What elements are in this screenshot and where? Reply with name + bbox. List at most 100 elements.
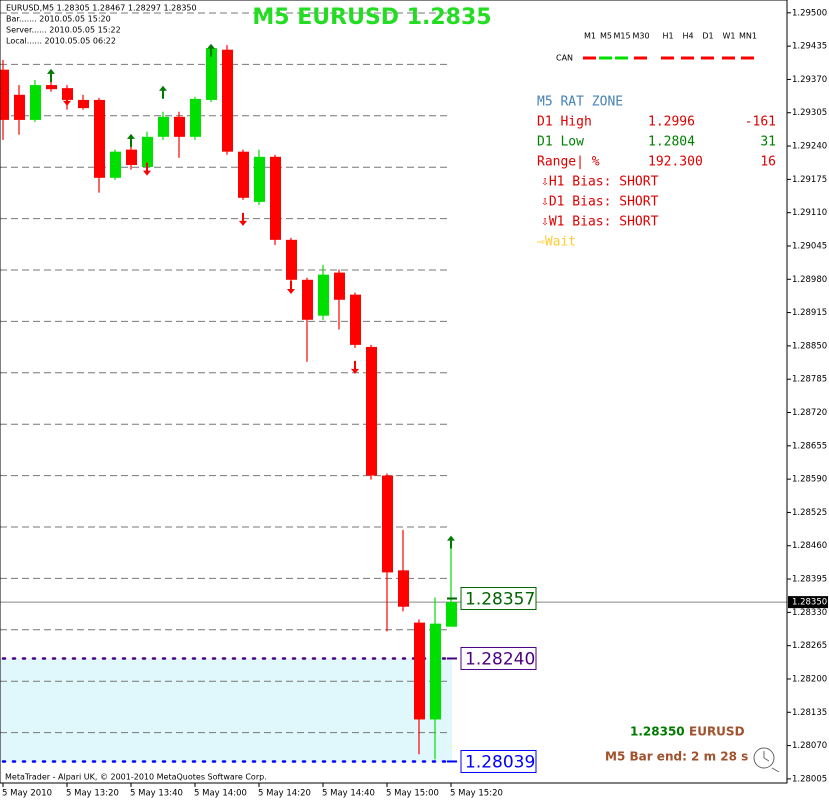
zone	[0, 658, 452, 762]
tf-label: M30	[632, 32, 649, 41]
y-tick-label: 1.28915	[792, 308, 827, 318]
candle-body	[318, 274, 329, 316]
tf-label: W1	[723, 32, 736, 41]
y-tick-label: 1.28590	[792, 475, 827, 485]
y-tick-label: 1.28980	[792, 275, 827, 285]
level-label: 1.28357	[465, 590, 535, 610]
candle-body	[142, 136, 153, 168]
x-tick-label: 5 May 14:20	[258, 789, 311, 799]
panel-row-label: Range| %	[537, 155, 600, 170]
candle-body	[238, 151, 249, 198]
candle-body	[190, 98, 201, 137]
tf-dash	[661, 56, 674, 60]
candle-body	[334, 272, 345, 300]
candle-body	[110, 151, 121, 178]
panel-row-change: 31	[760, 135, 776, 150]
plot-area	[0, 12, 787, 763]
x-tick-label: 5 May 15:20	[450, 789, 503, 799]
level-label: 1.28039	[465, 752, 535, 772]
panel-bias: ⇩D1 Bias: SHORT	[541, 195, 659, 210]
candle-body	[126, 149, 137, 166]
candle-body	[350, 294, 361, 345]
down-arrow	[351, 360, 359, 374]
plot-border	[0, 0, 788, 784]
down-arrow	[239, 212, 247, 226]
panel-bias: ⇩H1 Bias: SHORT	[541, 175, 659, 190]
candle-body	[302, 279, 313, 320]
panel-title: M5 RAT ZONE	[537, 95, 623, 110]
panel-bias: ⇩W1 Bias: SHORT	[541, 215, 659, 230]
candle-body	[222, 49, 233, 152]
tf-label: M1	[584, 32, 596, 41]
level-box	[460, 646, 537, 670]
y-tick-label: 1.28005	[792, 774, 827, 784]
candle-body	[46, 85, 57, 90]
y-tick-label: 1.29110	[792, 208, 827, 218]
current-price-label: 1.28350	[792, 598, 827, 608]
down-arrow	[287, 280, 295, 294]
y-tick-label: 1.29370	[792, 75, 827, 85]
x-tick-label: 5 May 13:40	[130, 789, 183, 799]
tf-row-label: CAN	[556, 54, 573, 63]
tf-dash	[722, 56, 735, 60]
tf-label: MN1	[739, 32, 757, 41]
y-tick-label: 1.28525	[792, 508, 827, 518]
candle-body	[254, 156, 265, 202]
candle-body	[174, 116, 185, 137]
candle-body	[270, 156, 281, 240]
down-arrow	[143, 162, 151, 176]
candle-body	[286, 239, 297, 280]
candle-body	[446, 602, 457, 627]
candle-body	[430, 623, 441, 720]
y-tick-label: 1.29305	[792, 108, 827, 118]
tf-dash	[615, 56, 628, 60]
candle-body	[78, 99, 89, 109]
x-tick-label: 5 May 13:20	[66, 789, 119, 799]
panel-status: ⇨Wait	[537, 235, 576, 250]
tf-label: M5	[600, 32, 612, 41]
chart-title: M5 EURUSD 1.2835	[252, 5, 491, 30]
info-line: EURUSD,M5 1.28305 1.28467 1.28297 1.2835…	[6, 4, 197, 13]
candle-body	[382, 475, 393, 573]
panel-row-change: 16	[760, 155, 776, 170]
candle-body	[366, 346, 377, 476]
down-arrow	[63, 92, 71, 106]
up-arrow	[159, 85, 167, 99]
candle-body	[158, 116, 169, 137]
level-box	[460, 749, 537, 773]
tf-dash	[701, 56, 714, 60]
tf-label: D1	[702, 32, 713, 41]
y-tick-label: 1.29175	[792, 175, 827, 185]
tf-dash	[681, 56, 694, 60]
up-arrow	[447, 535, 455, 549]
info-line: Bar....... 2010.05.05 15:20	[6, 15, 111, 24]
y-tick-label: 1.28135	[792, 708, 827, 718]
candle-body	[14, 94, 25, 120]
candle-body	[206, 48, 217, 100]
tf-dash	[741, 56, 754, 60]
info-line: Server...... 2010.05.05 15:22	[6, 26, 121, 35]
tf-dash	[599, 56, 612, 60]
candle-body	[398, 570, 409, 607]
y-tick-label: 1.28200	[792, 674, 827, 684]
panel-row-label: D1 Low	[537, 135, 584, 150]
candle-body	[30, 85, 41, 120]
up-arrow	[47, 68, 55, 82]
y-tick-label: 1.28070	[792, 741, 827, 751]
x-tick-label: 5 May 14:40	[322, 789, 375, 799]
panel-row-value: 192.300	[648, 155, 703, 170]
y-tick-label: 1.28655	[792, 441, 827, 451]
tf-label: H4	[682, 32, 693, 41]
tf-dash	[583, 56, 596, 60]
y-tick-label: 1.28265	[792, 641, 827, 651]
x-tick-label: 5 May 14:00	[194, 789, 247, 799]
tf-label: M15	[613, 32, 630, 41]
panel-row-value: 1.2804	[648, 135, 695, 150]
y-tick-label: 1.28395	[792, 575, 827, 585]
candle-body	[0, 69, 9, 120]
panel-row-change: -161	[745, 115, 776, 130]
y-tick-label: 1.29435	[792, 42, 827, 52]
current-price-box	[788, 596, 828, 609]
y-tick-label: 1.28785	[792, 375, 827, 385]
